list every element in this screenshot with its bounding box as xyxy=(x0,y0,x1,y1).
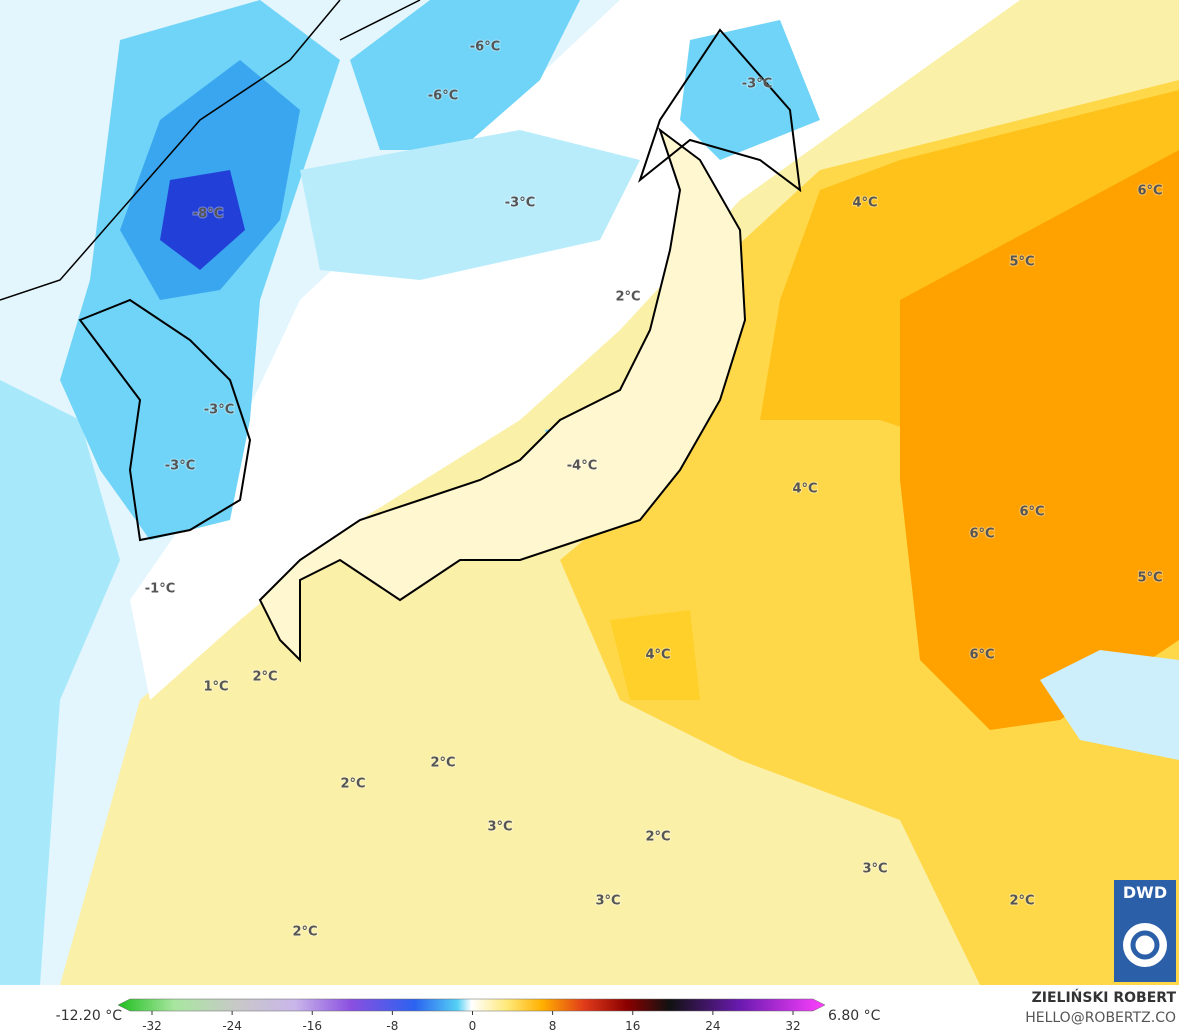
contour-label: 5°C xyxy=(1009,255,1034,270)
contour-label: -8°C xyxy=(193,207,223,222)
contour-label: 3°C xyxy=(862,862,887,877)
author: ZIELIŃSKI ROBERT xyxy=(1032,988,1177,1006)
contour-label: 2°C xyxy=(1009,894,1034,909)
contour-label: 2°C xyxy=(292,925,317,940)
contour-label: 6°C xyxy=(969,648,994,663)
contour-label: 1°C xyxy=(203,680,228,695)
contour-label: 4°C xyxy=(645,648,670,663)
contour-label: -3°C xyxy=(505,196,535,211)
colorbar-tick-label: 24 xyxy=(705,1019,720,1033)
contour-label: 3°C xyxy=(595,894,620,909)
contour-label: 2°C xyxy=(252,670,277,685)
contour-label: -3°C xyxy=(742,77,772,92)
colorbar-min: -12.20 °C xyxy=(56,1008,123,1024)
contour-label: 2°C xyxy=(340,777,365,792)
colorbar-tick-label: -8 xyxy=(386,1019,398,1033)
contour-label: -3°C xyxy=(204,403,234,418)
colorbar-max: 6.80 °C xyxy=(828,1008,881,1024)
email: HELLO@ROBERTZ.CO xyxy=(1025,1010,1176,1026)
logo: DWD xyxy=(1123,883,1167,902)
contour-label: -6°C xyxy=(428,89,458,104)
contour-label: 4°C xyxy=(792,482,817,497)
contour-label: 2°C xyxy=(615,290,640,305)
contour-label: -4°C xyxy=(567,459,597,474)
credit-box: DWD xyxy=(1114,880,1176,982)
colorbar-tick-label: 8 xyxy=(549,1019,557,1033)
contour-label: 6°C xyxy=(1137,184,1162,199)
contour-label: 2°C xyxy=(645,830,670,845)
colorbar-tick-label: -24 xyxy=(222,1019,242,1033)
colorbar-tick-label: -32 xyxy=(142,1019,162,1033)
colorbar-ticks: -32 -24 -16 -8 0 8 16 24 32 xyxy=(142,1011,801,1033)
map xyxy=(0,0,1179,985)
contour-label: 6°C xyxy=(969,527,994,542)
contour-label: 4°C xyxy=(852,196,877,211)
contour-label: 6°C xyxy=(1019,505,1044,520)
colorbar-tick-label: 32 xyxy=(785,1019,800,1033)
colorbar xyxy=(117,998,826,1012)
contour-label: -3°C xyxy=(165,459,195,474)
contour-label: -1°C xyxy=(145,582,175,597)
contour-label: 5°C xyxy=(1137,571,1162,586)
contour-labels: -6°C -6°C -3°C -8°C -3°C 4°C 6°C 5°C 2°C -3°C -3°C… xyxy=(144,39,1164,941)
colorbar-tick-label: 0 xyxy=(469,1019,477,1033)
contour-label: 3°C xyxy=(487,820,512,835)
contour-label: 2°C xyxy=(430,756,455,771)
colorbar-tick-label: 16 xyxy=(625,1019,640,1033)
contour-label: -6°C xyxy=(470,40,500,55)
colorbar-tick-label: -16 xyxy=(302,1019,322,1033)
